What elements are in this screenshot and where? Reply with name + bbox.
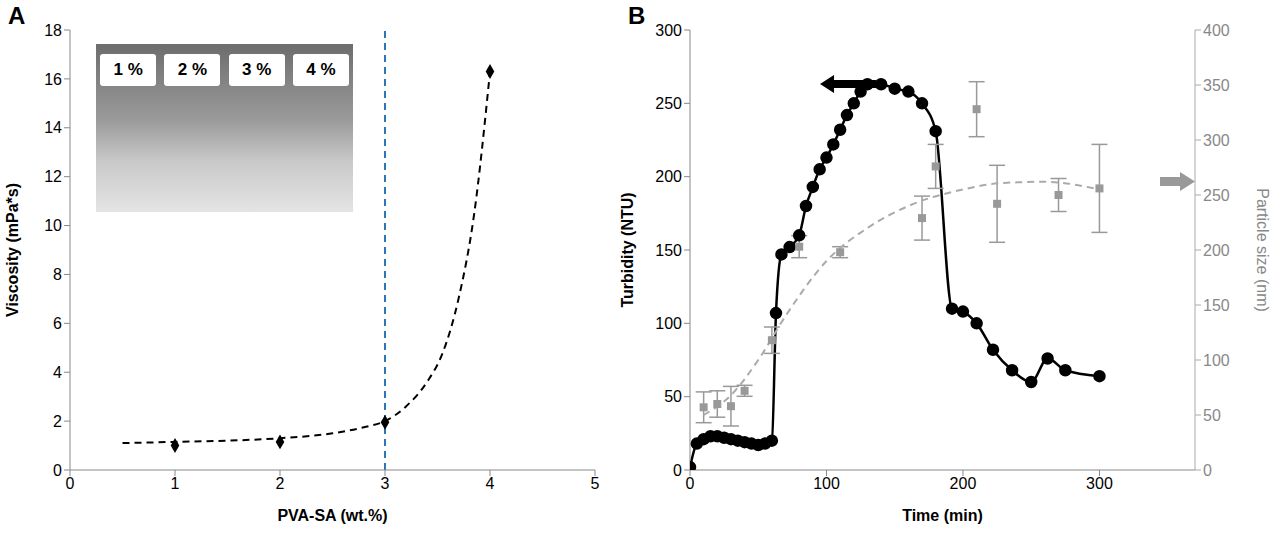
svg-text:0: 0 <box>66 475 75 492</box>
svg-text:300: 300 <box>1203 132 1230 149</box>
svg-text:100: 100 <box>655 315 682 332</box>
html-text:B: B <box>628 2 646 29</box>
svg-text:200: 200 <box>655 168 682 185</box>
svg-text:8: 8 <box>53 266 62 283</box>
svg-text:4: 4 <box>486 475 495 492</box>
svg-text:Viscosity (mPa*s): Viscosity (mPa*s) <box>4 183 21 317</box>
svg-text:400: 400 <box>1203 22 1230 39</box>
svg-text:200: 200 <box>1203 242 1230 259</box>
html-text:2 %: 2 % <box>177 60 207 79</box>
svg-text:50: 50 <box>1203 407 1221 424</box>
svg-text:0: 0 <box>686 475 695 492</box>
svg-text:Particle size (nm): Particle size (nm) <box>1254 188 1271 312</box>
svg-text:300: 300 <box>655 22 682 39</box>
svg-text:5: 5 <box>591 475 600 492</box>
svg-text:300: 300 <box>1086 475 1113 492</box>
svg-text:12: 12 <box>44 168 62 185</box>
svg-text:50: 50 <box>664 388 682 405</box>
svg-text:18: 18 <box>44 22 62 39</box>
svg-text:PVA-SA (wt.%): PVA-SA (wt.%) <box>277 507 387 524</box>
svg-text:100: 100 <box>1203 352 1230 369</box>
svg-text:350: 350 <box>1203 77 1230 94</box>
svg-text:Turbidity (NTU): Turbidity (NTU) <box>620 192 636 307</box>
svg-text:4: 4 <box>53 364 62 381</box>
svg-text:2: 2 <box>276 475 285 492</box>
svg-text:100: 100 <box>813 475 840 492</box>
svg-text:250: 250 <box>1203 187 1230 204</box>
svg-text:2: 2 <box>53 413 62 430</box>
svg-text:150: 150 <box>655 242 682 259</box>
svg-text:10: 10 <box>44 217 62 234</box>
svg-text:6: 6 <box>53 315 62 332</box>
html-text:4 %: 4 % <box>306 60 336 79</box>
svg-text:14: 14 <box>44 119 62 136</box>
svg-text:3: 3 <box>381 475 390 492</box>
svg-text:200: 200 <box>950 475 977 492</box>
html-text:3 %: 3 % <box>242 60 272 79</box>
html-text:A: A <box>8 2 26 29</box>
svg-text:1: 1 <box>171 475 180 492</box>
svg-text:16: 16 <box>44 71 62 88</box>
svg-text:0: 0 <box>1203 462 1212 479</box>
svg-text:0: 0 <box>673 462 682 479</box>
svg-text:Time (min): Time (min) <box>902 507 983 524</box>
svg-text:150: 150 <box>1203 297 1230 314</box>
svg-text:250: 250 <box>655 95 682 112</box>
svg-text:0: 0 <box>53 462 62 479</box>
html-text:1 %: 1 % <box>113 60 143 79</box>
